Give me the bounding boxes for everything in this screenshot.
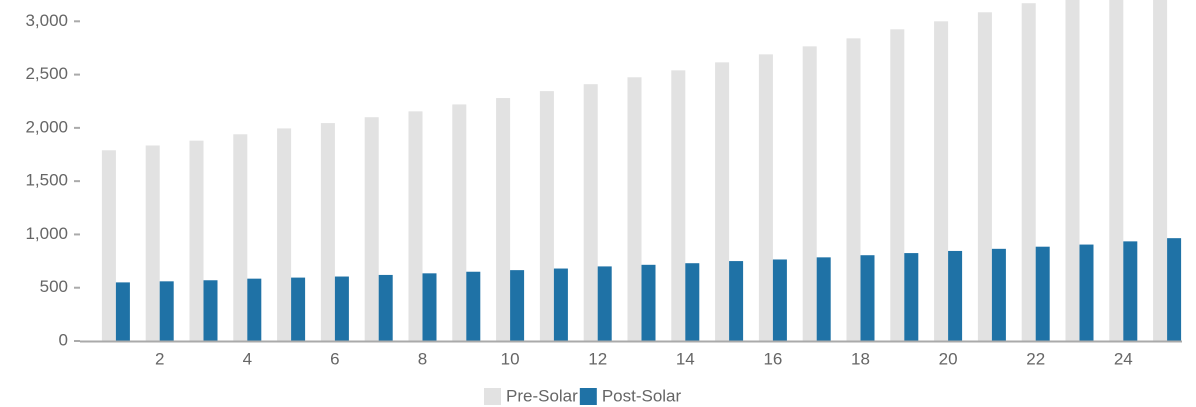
bar	[1109, 0, 1124, 342]
bar	[846, 38, 861, 342]
y-tick-label: 500	[40, 277, 68, 296]
bar	[203, 280, 218, 341]
bar	[422, 273, 437, 341]
bar	[291, 277, 306, 341]
bar	[729, 261, 744, 341]
bar	[1167, 238, 1182, 341]
bar	[145, 145, 160, 341]
bar	[934, 21, 949, 341]
x-tick-label: 8	[418, 349, 427, 368]
bar	[685, 263, 700, 341]
bar	[539, 91, 554, 342]
bar	[466, 271, 481, 341]
bar	[378, 274, 393, 341]
x-tick-label: 22	[1026, 349, 1045, 368]
x-tick-label: 6	[330, 349, 339, 368]
bar	[671, 70, 686, 342]
bar	[233, 134, 248, 341]
x-tick-label: 10	[501, 349, 520, 368]
bar	[1035, 246, 1050, 341]
bar	[715, 62, 730, 342]
bar	[496, 98, 511, 341]
bar	[1123, 241, 1138, 341]
y-tick-label: 3,000	[25, 11, 68, 30]
bar	[948, 250, 963, 341]
bar	[802, 46, 817, 342]
bar	[772, 259, 787, 341]
bar	[159, 281, 174, 341]
y-tick-label: 0	[59, 330, 68, 349]
bar	[247, 278, 262, 341]
bar	[334, 276, 349, 341]
x-tick-label: 24	[1114, 349, 1133, 368]
y-tick-label: 2,500	[25, 64, 68, 83]
y-tick-label: 2,000	[25, 117, 68, 136]
bar	[583, 84, 598, 341]
bar	[452, 104, 467, 342]
bar	[890, 29, 905, 341]
bar	[115, 282, 130, 341]
bar	[991, 248, 1006, 341]
x-tick-label: 14	[676, 349, 695, 368]
bar	[816, 257, 831, 341]
bar	[904, 253, 919, 341]
y-tick-label: 1,500	[25, 171, 68, 190]
bar	[1153, 0, 1168, 341]
x-tick-label: 2	[155, 349, 164, 368]
legend-swatch	[579, 388, 597, 405]
bar	[320, 123, 335, 342]
x-tick-label: 20	[939, 349, 958, 368]
bar	[758, 54, 773, 342]
bar	[860, 255, 875, 341]
legend-swatch	[484, 388, 501, 405]
bar	[1021, 3, 1036, 342]
bar	[597, 266, 612, 341]
bar	[277, 128, 292, 341]
x-tick-label: 4	[243, 349, 252, 368]
bar	[977, 12, 992, 341]
legend-label: Post-Solar	[602, 386, 682, 405]
x-tick-label: 16	[763, 349, 782, 368]
y-tick-label: 1,000	[25, 224, 68, 243]
x-tick-label: 12	[588, 349, 607, 368]
bar	[101, 150, 116, 341]
bar	[510, 270, 525, 341]
bar	[553, 268, 568, 341]
bar	[364, 117, 379, 341]
bar	[627, 77, 642, 341]
bar	[189, 140, 204, 341]
bar	[408, 111, 423, 341]
bar	[1065, 0, 1080, 341]
plot-area	[101, 0, 1182, 342]
x-tick-label: 18	[851, 349, 870, 368]
bar	[641, 264, 656, 341]
bar	[1079, 244, 1094, 341]
legend-label: Pre-Solar	[506, 386, 578, 405]
